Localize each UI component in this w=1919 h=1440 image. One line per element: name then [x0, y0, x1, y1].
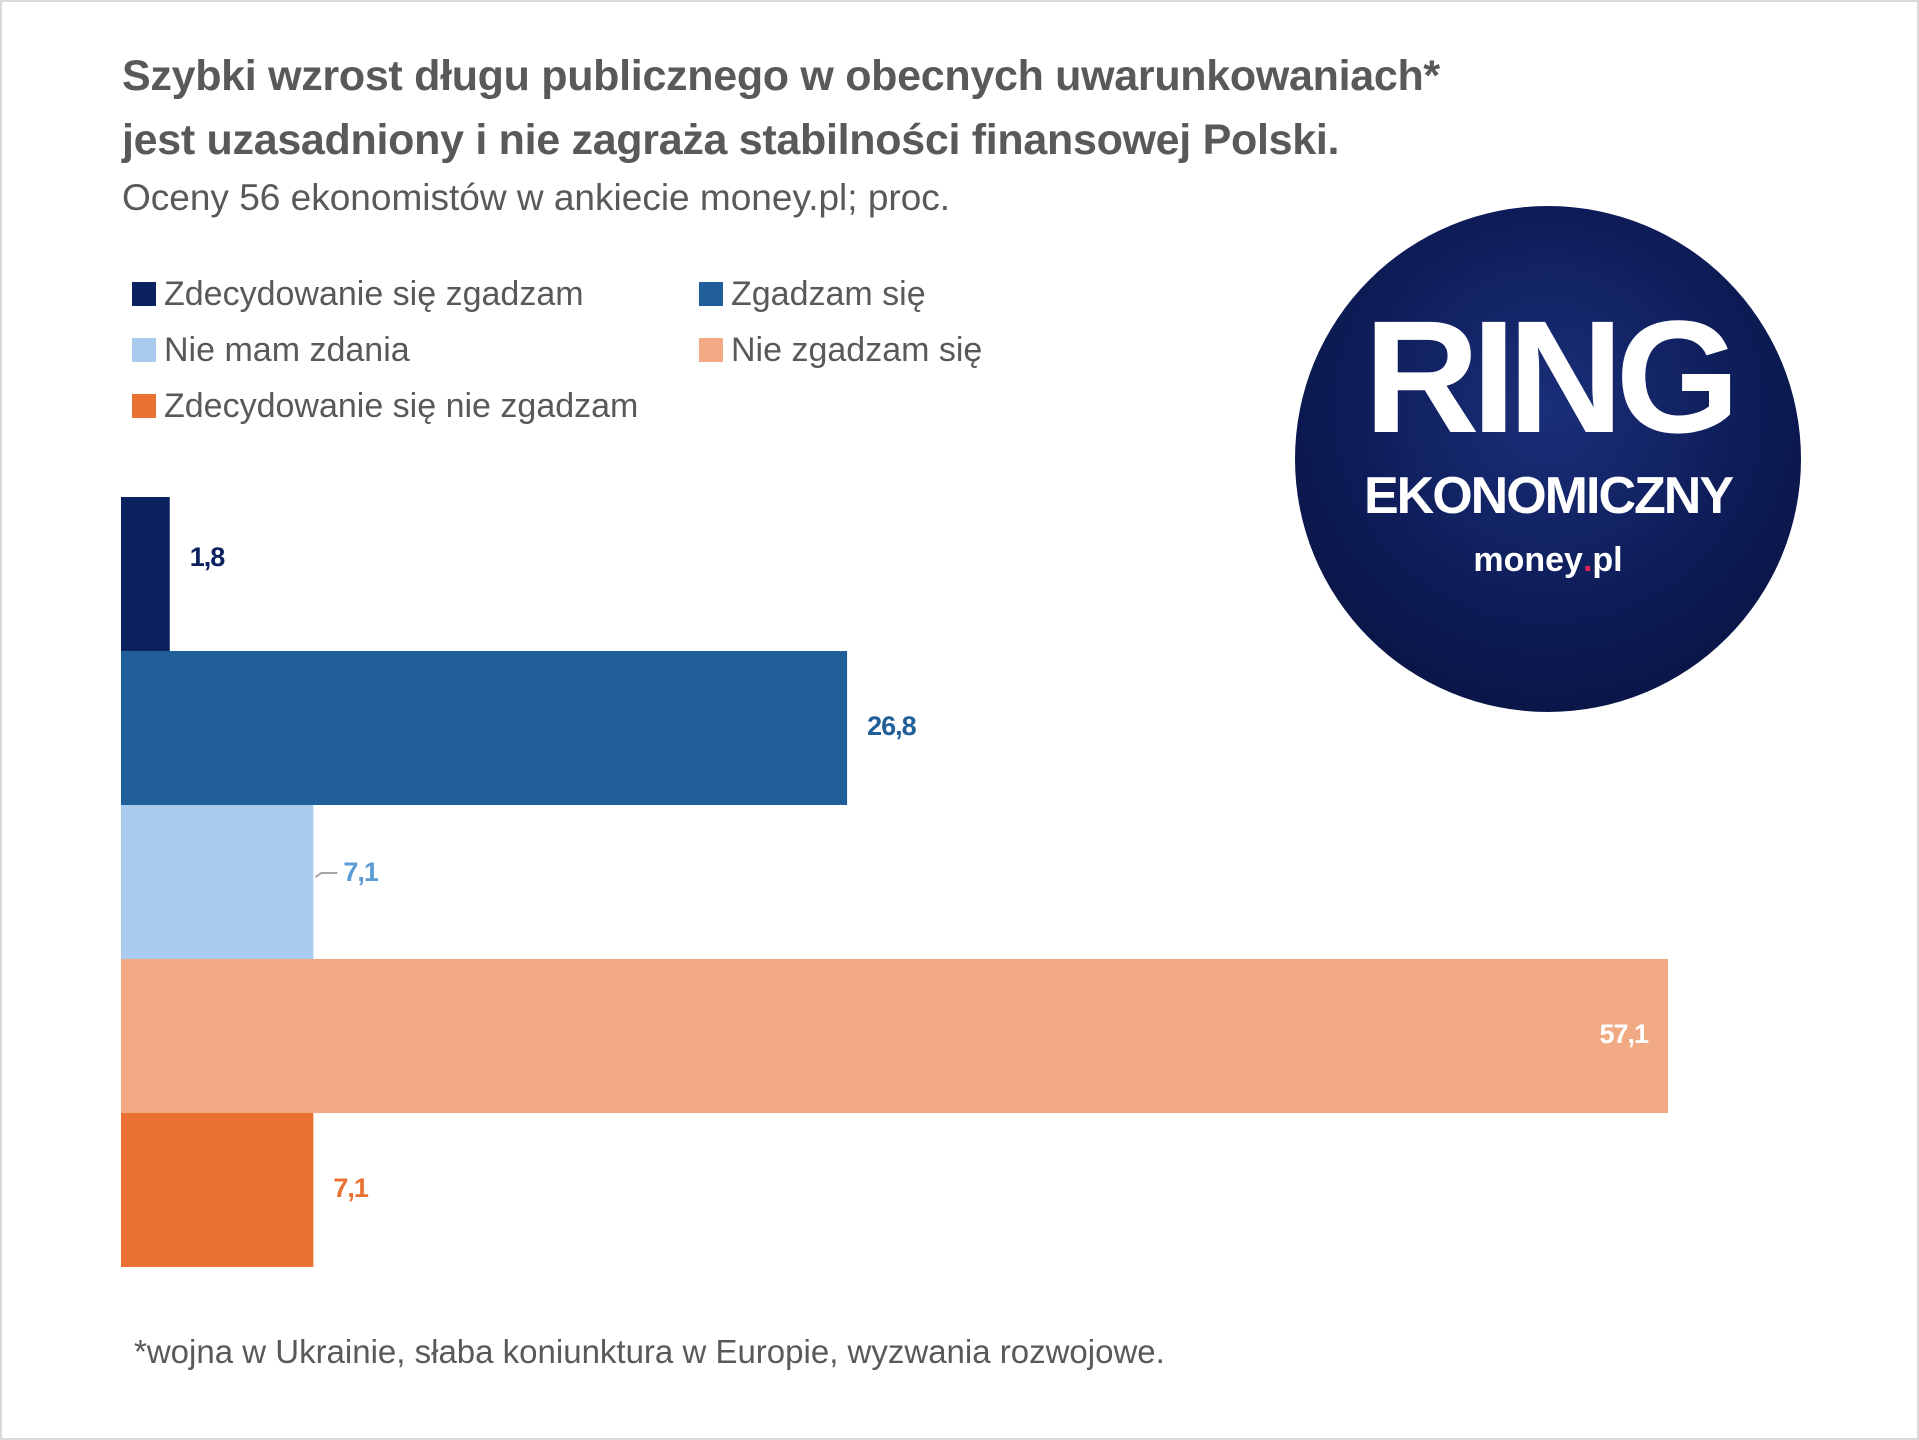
bar-3	[121, 805, 314, 959]
logo-brand-dot: .	[1582, 541, 1593, 579]
chart-subtitle: Oceny 56 ekonomistów w ankiecie money.pl…	[122, 177, 951, 218]
legend-swatch	[132, 338, 156, 362]
legend-label: Nie zgadzam się	[731, 331, 983, 369]
logo-brand-a: money	[1473, 541, 1583, 579]
bar-2	[121, 651, 848, 805]
logo-money-pl: money.pl	[1295, 540, 1801, 580]
legend-item: Zdecydowanie się nie zgadzam	[132, 386, 638, 426]
data-label: 26,8	[867, 711, 917, 741]
leader-line	[314, 872, 338, 878]
data-label: 7,1	[333, 1173, 369, 1203]
data-label: 1,8	[190, 542, 226, 572]
legend-item: Zdecydowanie się zgadzam	[132, 274, 584, 314]
legend-item: Nie zgadzam się	[699, 330, 982, 370]
legend-swatch	[132, 394, 156, 418]
footnote: *wojna w Ukrainie, słaba koniunktura w E…	[134, 1333, 1165, 1370]
bar-4	[121, 959, 1668, 1113]
data-label: 7,1	[343, 857, 379, 887]
legend-label: Zdecydowanie się nie zgadzam	[164, 387, 639, 425]
legend-swatch	[699, 282, 723, 306]
legend-item: Zgadzam się	[699, 274, 926, 314]
bar-5	[121, 1113, 314, 1267]
logo-ekonomiczny-text: EKONOMICZNY	[1364, 467, 1734, 525]
chart-title: Szybki wzrost długu publicznego w obecny…	[122, 44, 1440, 172]
title-line-1: Szybki wzrost długu publicznego w obecny…	[122, 52, 1440, 100]
legend-swatch	[132, 282, 156, 306]
legend-label: Nie mam zdania	[164, 331, 410, 369]
legend-swatch	[699, 338, 723, 362]
legend-label: Zdecydowanie się zgadzam	[164, 275, 584, 313]
data-label: 57,1	[1599, 1019, 1649, 1049]
legend-item: Nie mam zdania	[132, 330, 410, 370]
title-line-2: jest uzasadniony i nie zagraża stabilnoś…	[122, 116, 1340, 164]
logo-brand-b: pl	[1592, 541, 1623, 579]
legend-label: Zgadzam się	[731, 275, 926, 313]
ring-ekonomiczny-logo: RING EKONOMICZNY money.pl	[1295, 206, 1801, 712]
logo-ring-text: RING	[1364, 287, 1740, 466]
bar-1	[121, 497, 170, 651]
